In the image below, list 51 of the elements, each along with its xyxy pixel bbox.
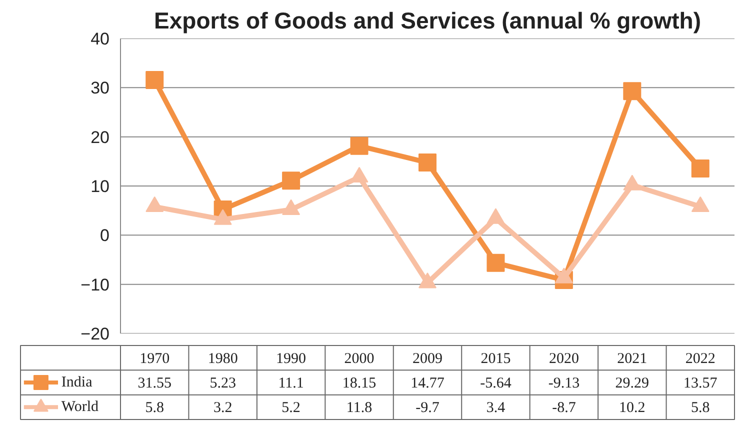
data-label: -8.7 [552,400,576,416]
data-label: 3.2 [213,400,232,416]
x-tick-label: 2020 [548,350,579,367]
y-tick-label: 0 [100,226,110,246]
legend-label: India [61,374,93,390]
data-label: -9.7 [416,400,440,416]
data-label: 5.8 [145,400,164,416]
point [282,199,300,216]
data-label: 31.55 [138,376,172,392]
chart-title: Exports of Goods and Services (annual % growth) [154,8,701,34]
y-tick-label: 40 [90,30,110,48]
point [418,154,436,172]
data-label: 29.29 [615,376,650,392]
data-label: 13.57 [684,376,718,392]
y-tick-label: 20 [90,128,110,147]
x-tick-label: 1970 [140,350,170,367]
data-label: 14.77 [410,376,445,392]
point [146,71,164,90]
point [554,268,573,284]
y-tick-label: −20 [80,324,110,344]
point [691,196,710,212]
point [691,159,710,178]
x-tick-label: 2021 [617,350,648,367]
legend-label: World [61,399,100,416]
point [623,82,642,100]
point [146,196,164,212]
data-label: 11.1 [278,376,304,392]
point [350,136,368,155]
data-label: 5.8 [691,400,710,416]
x-tick-label: 2022 [685,350,716,367]
x-tick-label: 2000 [344,350,374,367]
point [214,209,232,225]
y-tick-label: 10 [90,177,110,196]
data-label: 3.4 [486,400,506,416]
data-label: 18.15 [342,376,376,392]
data-label: 5.2 [282,400,300,416]
x-tick-label: 1990 [276,350,306,367]
point [486,208,505,224]
data-label: -9.13 [548,376,580,392]
point [623,174,642,190]
data-label: -5.64 [480,376,512,392]
x-tick-label: 2009 [412,350,442,367]
x-tick-label: 1980 [208,350,238,367]
y-tick-label: −10 [80,275,110,294]
data-label: 11.8 [346,400,372,416]
y-tick-label: 30 [90,78,110,98]
point [282,172,300,190]
point [418,272,436,288]
x-tick-label: 2015 [480,350,511,367]
data-label: 5.23 [210,376,236,392]
data-label: 10.2 [619,400,646,416]
